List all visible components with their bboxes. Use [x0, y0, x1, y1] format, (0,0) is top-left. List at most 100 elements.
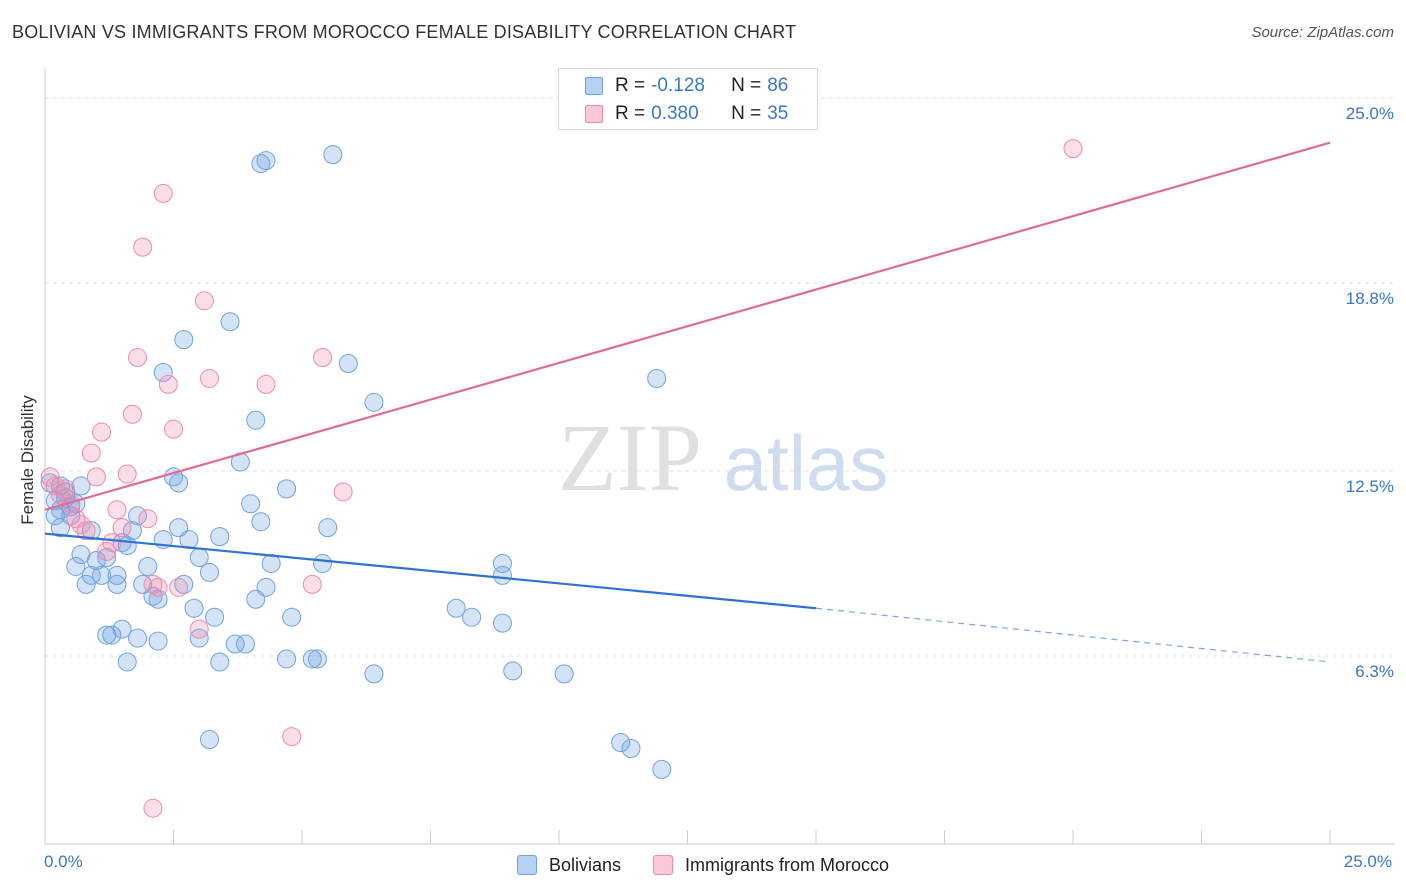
bolivian-point — [220, 312, 240, 332]
morocco-point — [128, 348, 148, 368]
watermark-zip: ZIP — [558, 404, 702, 511]
morocco-point — [71, 515, 91, 535]
bolivian-point — [364, 664, 384, 684]
bolivian-point — [153, 362, 173, 382]
morocco-point — [313, 348, 333, 368]
bolivian-point — [92, 565, 112, 585]
x-tick-max: 25.0% — [1343, 852, 1392, 871]
bolivian-point — [323, 145, 343, 165]
morocco-point — [56, 479, 76, 499]
morocco-point — [76, 521, 96, 541]
bolivian-point — [102, 625, 122, 645]
bolivian-point — [302, 649, 322, 669]
bolivian-point — [225, 634, 245, 654]
morocco-point — [112, 518, 132, 538]
bolivian-point — [169, 473, 189, 493]
series-legend: Bolivians Immigrants from Morocco — [0, 852, 1406, 878]
bolivian-point — [318, 518, 338, 538]
n-value: 35 — [767, 103, 789, 124]
bolivian-point — [446, 598, 466, 618]
r-value: -0.128 — [651, 75, 705, 96]
morocco-point — [199, 368, 219, 388]
bolivian-point — [503, 661, 523, 681]
legend-swatch-morocco — [653, 855, 673, 875]
bolivian-point — [205, 607, 225, 627]
morocco-point — [138, 509, 158, 529]
bolivian-point — [256, 151, 276, 171]
bolivian-point — [338, 354, 358, 374]
bolivians-trend-line — [44, 532, 817, 610]
trend-lines — [44, 141, 1331, 663]
bolivian-point — [81, 565, 101, 585]
y-tick-label: 6.3% — [1355, 661, 1394, 681]
bolivian-point — [647, 368, 667, 388]
legend-row-morocco: R = 0.380 N = 35 — [585, 101, 788, 127]
bolivian-point — [112, 619, 132, 639]
morocco-point — [97, 542, 117, 562]
legend-row-bolivians: R = -0.128 N = 86 — [585, 73, 788, 99]
bolivian-point — [492, 565, 512, 585]
bolivian-point — [184, 598, 204, 618]
morocco-point — [194, 291, 214, 311]
bolivian-point — [462, 607, 482, 627]
bolivian-point — [210, 652, 230, 672]
bolivian-point — [251, 512, 271, 532]
bolivian-point — [76, 574, 96, 594]
y-tick-label: 12.5% — [1345, 476, 1394, 496]
morocco-point — [189, 619, 209, 639]
bolivian-point — [313, 553, 333, 573]
bolivian-point — [621, 739, 641, 758]
bolivian-point — [277, 649, 297, 669]
morocco-point — [333, 482, 353, 502]
correlation-legend: R = -0.128 N = 86 R = 0.380 N = 35 — [558, 68, 818, 130]
bolivian-point — [148, 631, 168, 651]
bolivian-point — [251, 154, 271, 174]
bolivian-point — [611, 733, 631, 753]
y-tick-label: 18.8% — [1345, 288, 1394, 308]
morocco-point — [1063, 139, 1083, 159]
morocco-point — [148, 577, 168, 597]
legend-item-morocco: Immigrants from Morocco — [653, 855, 889, 876]
bolivian-point — [210, 527, 230, 547]
bolivian-point — [199, 730, 219, 750]
bolivian-point — [246, 589, 266, 609]
morocco-point — [117, 464, 137, 484]
x-tick-min: 0.0% — [44, 852, 83, 871]
bolivian-point — [235, 634, 255, 654]
bolivian-point — [307, 649, 327, 669]
n-value: 86 — [767, 75, 789, 96]
bolivian-point — [652, 759, 672, 779]
n-label: N = — [731, 75, 762, 96]
morocco-point — [164, 419, 183, 439]
legend-label-bolivians: Bolivians — [548, 854, 621, 875]
morocco-point — [102, 533, 122, 553]
bolivian-point — [554, 664, 574, 684]
morocco-point — [282, 727, 302, 747]
r-label: R = — [615, 75, 646, 96]
morocco-points — [40, 139, 1083, 818]
bolivian-point — [174, 574, 194, 594]
bolivian-point — [66, 556, 86, 576]
morocco-point — [40, 467, 60, 487]
bolivian-point — [241, 494, 261, 514]
bolivian-point — [364, 392, 384, 412]
morocco-point — [92, 422, 112, 442]
legend-swatch-bolivians — [516, 855, 537, 875]
n-label: N = — [731, 103, 762, 124]
morocco-point — [86, 467, 106, 487]
morocco-point — [61, 494, 81, 514]
bolivian-point — [492, 613, 512, 633]
bolivian-point — [138, 556, 158, 576]
legend-label-morocco: Immigrants from Morocco — [685, 854, 890, 875]
morocco-point — [158, 374, 178, 394]
bolivians-trend-extension — [815, 607, 1331, 663]
watermark-atlas: atlas — [724, 419, 889, 507]
bolivian-point — [282, 607, 302, 627]
legend-item-bolivians: Bolivians — [516, 854, 621, 876]
r-value: 0.380 — [651, 103, 699, 124]
y-tick-label: 25.0% — [1345, 103, 1394, 123]
morocco-trend-line — [44, 141, 1331, 511]
bolivian-point — [97, 548, 117, 567]
legend-swatch-bolivians — [585, 77, 603, 95]
